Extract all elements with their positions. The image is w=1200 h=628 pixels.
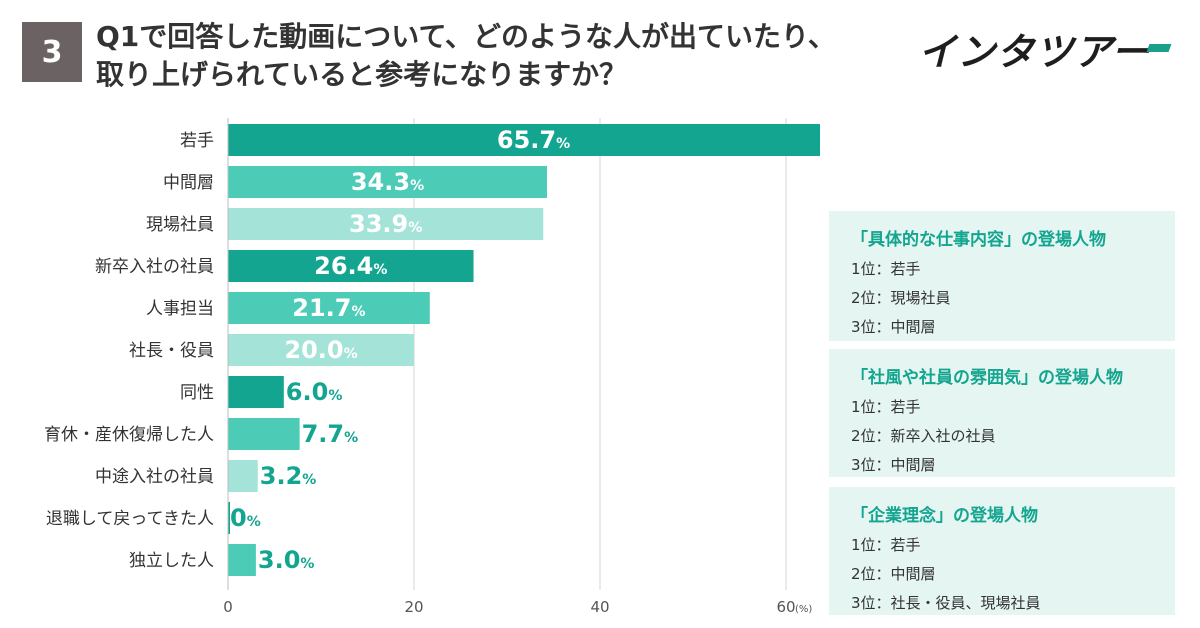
data-label: 6.0% xyxy=(286,378,343,406)
bar xyxy=(228,250,474,282)
x-tick-label: 0 xyxy=(223,598,233,616)
bar xyxy=(228,376,284,408)
data-label: 0% xyxy=(230,504,261,532)
bar xyxy=(228,544,256,576)
info-box-rank-2: 2位：現場社員 xyxy=(851,289,951,307)
data-label: 26.4% xyxy=(314,252,387,280)
x-unit-label: (%) xyxy=(795,604,812,615)
info-box-title: 「企業理念」の登場人物 xyxy=(851,506,1038,526)
bar xyxy=(228,502,230,534)
category-label: 退職して戻ってきた人 xyxy=(46,509,214,529)
bar xyxy=(228,124,820,156)
info-box-rank-1: 1位：若手 xyxy=(851,536,921,554)
bar xyxy=(228,418,300,450)
x-tick-label: 40 xyxy=(590,598,609,616)
data-label: 20.0% xyxy=(284,336,357,364)
bar xyxy=(228,460,258,492)
category-label: 若手 xyxy=(180,131,214,151)
data-label: 34.3% xyxy=(351,168,424,196)
data-label: 3.2% xyxy=(260,462,317,490)
info-box-corporate-philosophy: 「企業理念」の登場人物 1位：若手 2位：中間層 3位：社長・役員、現場社員 xyxy=(829,487,1175,615)
data-label: 65.7% xyxy=(497,126,570,154)
data-label: 33.9% xyxy=(349,210,422,238)
category-label: 中間層 xyxy=(163,173,214,193)
question-title-line-1: Q1で回答した動画について、どのような人が出ていたり、 xyxy=(96,20,836,53)
category-label: 社長・役員 xyxy=(129,341,214,361)
info-box-rank-2: 2位：新卒入社の社員 xyxy=(851,427,996,445)
category-label: 人事担当 xyxy=(146,299,214,319)
info-box-rank-1: 1位：若手 xyxy=(851,398,921,416)
data-label: 3.0% xyxy=(258,546,315,574)
info-box-title: 「具体的な仕事内容」の登場人物 xyxy=(851,230,1106,250)
bar xyxy=(228,292,430,324)
bar xyxy=(228,166,547,198)
data-label: 7.7% xyxy=(302,420,359,448)
category-label: 新卒入社の社員 xyxy=(95,257,214,277)
category-label: 独立した人 xyxy=(129,551,214,571)
x-tick-label: 60 xyxy=(776,598,795,616)
x-tick-label: 20 xyxy=(404,598,423,616)
data-label: 21.7% xyxy=(292,294,365,322)
brand-logo: インタツアー xyxy=(918,26,1172,74)
info-box-job-content: 「具体的な仕事内容」の登場人物 1位：若手 2位：現場社員 3位：中間層 xyxy=(829,211,1175,341)
category-label: 現場社員 xyxy=(146,215,214,235)
brand-logo-text: インタツアー xyxy=(918,29,1150,74)
category-label: 中途入社の社員 xyxy=(95,467,214,487)
bar-chart: 0 20 40 60 (%) 若手 65.7% 中間層 34.3% 現場社員 33.9% 新卒入社の社… xyxy=(44,118,820,616)
category-label: 同性 xyxy=(180,383,214,403)
question-title-line-2: 取り上げられていると参考になりますか？ xyxy=(96,58,628,91)
info-box-company-culture: 「社風や社員の雰囲気」の登場人物 1位：若手 2位：新卒入社の社員 3位：中間層 xyxy=(829,349,1175,477)
info-box-title: 「社風や社員の雰囲気」の登場人物 xyxy=(851,368,1123,388)
bar xyxy=(228,334,414,366)
bar xyxy=(228,208,544,240)
info-box-rank-3: 3位：中間層 xyxy=(851,318,936,336)
info-box-rank-1: 1位：若手 xyxy=(851,260,921,278)
question-title: Q1で回答した動画について、どのような人が出ていたり、 取り上げられていると参考… xyxy=(96,18,916,94)
info-box-rank-3: 3位：社長・役員、現場社員 xyxy=(851,594,1041,612)
info-box-rank-2: 2位：中間層 xyxy=(851,565,936,583)
question-number-badge: 3 xyxy=(22,22,82,82)
category-label: 育休・産休復帰した人 xyxy=(44,425,214,445)
brand-logo-accent xyxy=(1146,44,1172,52)
info-box-rank-3: 3位：中間層 xyxy=(851,456,936,474)
